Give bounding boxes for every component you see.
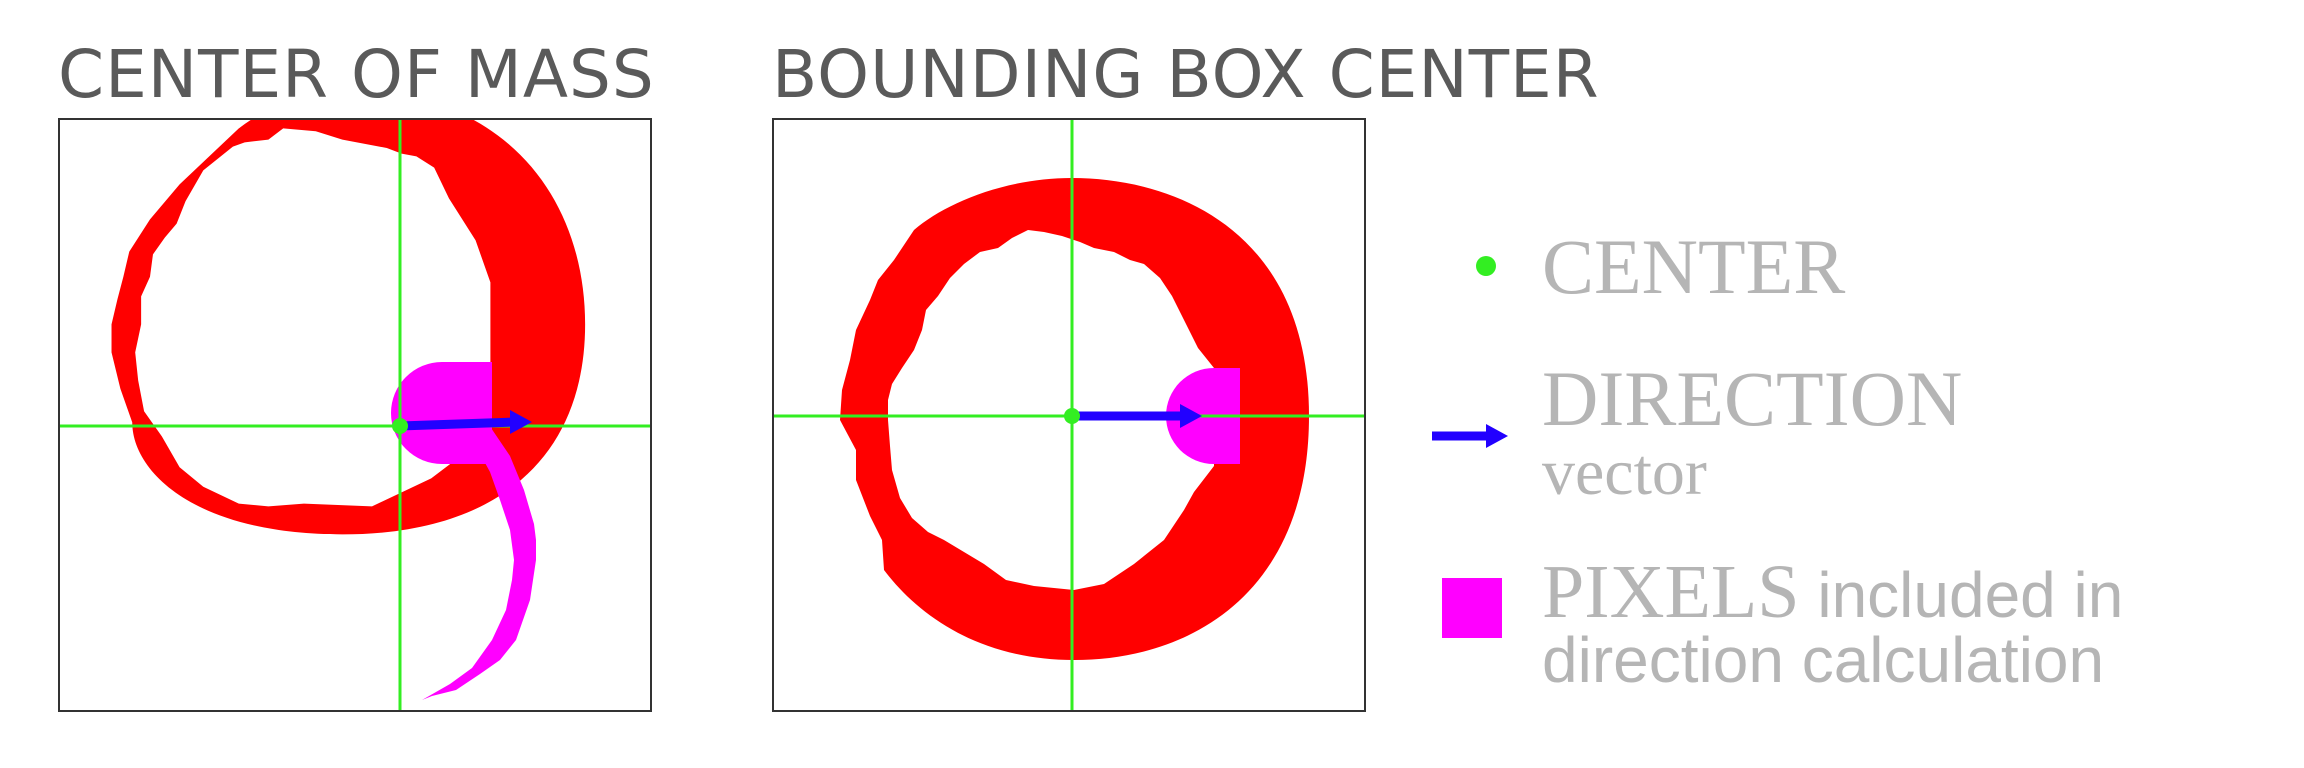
legend-pixels-strong: PIXELS (1542, 550, 1800, 634)
legend-direction-sublabel: vector (1542, 436, 1707, 509)
red-ring-shape (840, 178, 1309, 660)
included-pixels-cap (391, 362, 492, 464)
center-of-mass-figure (60, 120, 650, 710)
legend-pixels-line2: direction calculation (1542, 624, 2105, 696)
bounding-box-center-figure (774, 120, 1364, 710)
direction-vector-arrowhead (510, 410, 532, 434)
legend-center-label: CENTER (1542, 223, 1846, 310)
center-point (1064, 408, 1080, 424)
magenta-square-icon (1442, 578, 1502, 638)
included-pixels-region (422, 422, 536, 700)
center-point (392, 418, 408, 434)
panel-title-bounding-box-center: BOUNDING BOX CENTER (772, 36, 1600, 113)
center-of-mass-panel (58, 118, 652, 712)
legend-pixels-line1: PIXELS included in (1542, 554, 2123, 630)
direction-vector-line (399, 417, 517, 431)
legend-direction-label: DIRECTION (1542, 355, 1963, 442)
panel-title-center-of-mass: CENTER OF MASS (58, 36, 655, 113)
legend-pixels-rest: included in (1817, 559, 2124, 631)
arrow-right-icon (1432, 424, 1508, 448)
red-ring-shape (111, 120, 586, 535)
center-dot-icon (1476, 256, 1496, 276)
direction-vector-arrowhead (1180, 404, 1202, 428)
bounding-box-center-panel (772, 118, 1366, 712)
